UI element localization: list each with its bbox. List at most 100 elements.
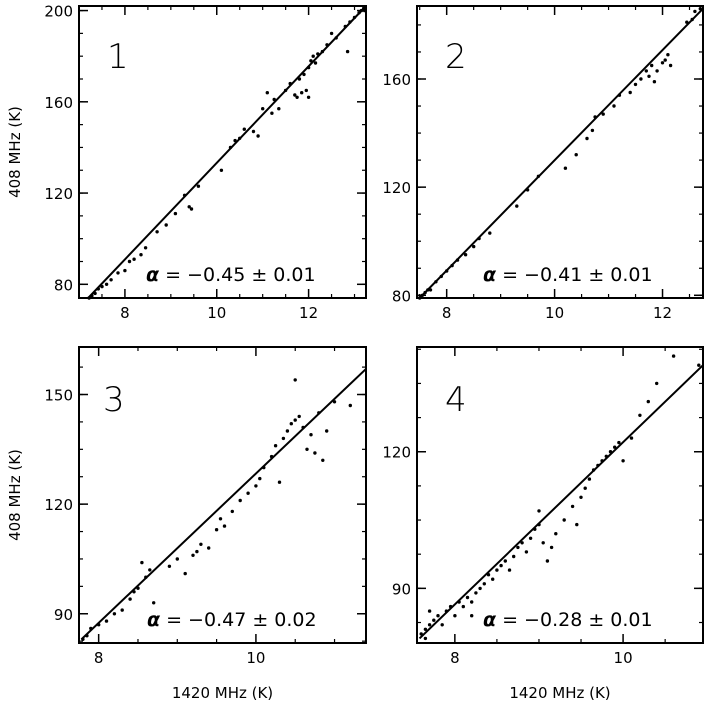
panel-1-point: [329, 31, 334, 36]
panel-3-point: [128, 597, 132, 601]
panel-4-point: [655, 381, 659, 386]
panel-4-point: [461, 604, 465, 609]
panel-4-fit-line: [418, 364, 704, 640]
panel-4-xlabel: 1420 MHz (K): [509, 684, 610, 702]
panel-1-point: [127, 259, 132, 264]
panel-4-point: [427, 609, 432, 613]
panel-3-point: [167, 564, 172, 568]
panel-2-point: [647, 74, 651, 79]
panel-2-ytick-label: 120: [382, 179, 411, 197]
panel-2-point: [574, 153, 578, 157]
panel-1-point: [155, 230, 159, 234]
panel-4-ytick-label: 90: [392, 580, 411, 598]
panel-1-point: [265, 91, 269, 95]
panel-1-annotation: α = −0.45 ± 0.01: [146, 264, 316, 286]
panel-4-alpha-symbol: α: [483, 609, 497, 631]
panel-1-point: [139, 253, 143, 257]
panel-3-frame: [78, 346, 367, 644]
panel-3-point: [218, 517, 223, 521]
panel-1-alpha-symbol: α: [146, 264, 160, 286]
panel-3-point: [222, 524, 227, 528]
panel-4-xtick-label: 10: [614, 649, 633, 667]
panel-1-point: [251, 129, 256, 134]
panel-4-frame: [416, 346, 704, 644]
panel-4-point: [646, 399, 650, 404]
panel-2-point: [668, 63, 673, 68]
panel-3-point: [112, 612, 117, 616]
panel-3-point: [183, 571, 187, 576]
panel-3-point: [305, 447, 309, 451]
panel-1-fit-line: [87, 5, 367, 299]
panel-1-point: [132, 257, 136, 261]
panel-4-point: [478, 586, 482, 591]
panel-3-point: [309, 433, 313, 437]
panel-1-point: [164, 223, 168, 227]
panel-3-point: [175, 557, 179, 561]
panel-3-point: [297, 414, 301, 419]
panel-2-xtick-label: 12: [653, 304, 672, 322]
panel-4-point: [638, 413, 642, 417]
panel-3-point: [289, 422, 293, 426]
panel-1-point: [304, 88, 308, 93]
panel-4-point: [512, 554, 516, 559]
panel-1-xtick-label: 10: [207, 304, 226, 322]
panel-2-point: [488, 231, 492, 235]
panel-2-ytick-label: 160: [382, 71, 411, 89]
panel-4-point: [423, 636, 428, 641]
panel-3-point: [325, 429, 329, 433]
panel-4-point: [499, 563, 503, 568]
panel-2-point: [590, 128, 595, 133]
panel-3-point: [104, 619, 109, 623]
panel-2: 8 10 12 80 120 160 2 α = −0.41 ± 0.01: [382, 5, 704, 322]
panel-1-xtick-label: 12: [299, 304, 318, 322]
panel-4-point: [697, 363, 701, 367]
panel-3-point: [140, 560, 144, 565]
panel-4-point: [583, 486, 587, 490]
panel-4-point: [470, 600, 474, 604]
panel-2-point: [639, 77, 643, 81]
panel-1-point: [295, 95, 299, 100]
panel-4-point: [432, 618, 436, 622]
panel-4-point: [562, 518, 566, 522]
panel-1-xtick-label: 8: [120, 304, 130, 322]
panel-3-point: [207, 546, 211, 550]
panel-4-point: [474, 591, 478, 595]
panel-4-point: [436, 614, 440, 618]
panel-4-ytick-label: 120: [382, 444, 411, 462]
panel-1-point: [143, 246, 148, 250]
panel-2-point: [666, 53, 670, 57]
panel-3-xtick-label: 10: [246, 649, 265, 667]
panel-2-fit-line: [418, 8, 704, 299]
panel-3-point: [281, 436, 286, 441]
panel-3-point: [285, 429, 290, 433]
panel-3-ticks: 8 10 90 120 150: [44, 347, 366, 667]
panel-3-xtick-label: 8: [94, 649, 104, 667]
panel-4-point: [554, 532, 558, 536]
panel-2-point: [650, 63, 654, 68]
panel-4-point: [503, 559, 507, 563]
panel-1-point: [196, 184, 201, 188]
panel-4-point: [423, 627, 428, 631]
panel-4-point: [671, 354, 676, 358]
panel-3-alpha-value: = −0.47 ± 0.02: [160, 609, 317, 631]
panel-4-point: [516, 545, 520, 550]
panel-2-alpha-symbol: α: [483, 264, 497, 286]
panel-2-point: [652, 80, 657, 84]
panel-4-point: [520, 541, 524, 545]
panel-3-point: [321, 458, 325, 462]
panel-1-point: [345, 49, 350, 54]
panel-3-point: [254, 484, 258, 488]
panel-3-label: 3: [103, 380, 125, 420]
panel-1-ytick-label: 80: [54, 276, 73, 294]
panel-3-alpha-symbol: α: [147, 609, 161, 631]
panel-1-point: [242, 127, 246, 131]
panel-1-point: [300, 91, 304, 95]
panel-4-point: [549, 545, 554, 550]
panel-3-ylabel: 408 MHz (K): [6, 449, 24, 541]
panel-4-point: [537, 509, 541, 513]
panel-4-point: [528, 536, 533, 540]
panel-2-point: [633, 82, 638, 87]
panel-4-point: [629, 436, 634, 440]
panel-3-point: [148, 568, 152, 572]
panel-2-xtick-label: 10: [545, 304, 564, 322]
